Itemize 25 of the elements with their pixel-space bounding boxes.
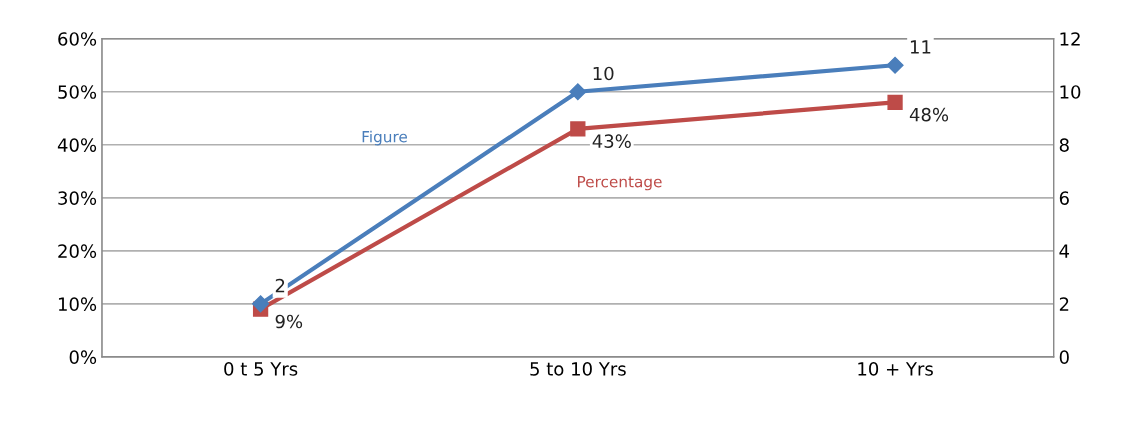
y-tick-label: 20% bbox=[58, 244, 97, 258]
data-label: 48% bbox=[909, 107, 949, 122]
y2-tick-label: 4 bbox=[1059, 244, 1070, 258]
data-label: 11 bbox=[910, 40, 931, 54]
y-tick-label: 60% bbox=[58, 32, 97, 46]
x-tick-label: 0 t 5 Yrs bbox=[224, 362, 298, 376]
y-tick-label: 30% bbox=[58, 191, 97, 205]
data-label: 43% bbox=[592, 134, 631, 148]
y2-tick-label: 6 bbox=[1059, 191, 1069, 205]
y-tick-label: 40% bbox=[57, 138, 97, 152]
y-tick-label: 50% bbox=[58, 85, 97, 99]
text: Figure bbox=[362, 130, 407, 146]
y-tick-label: 0% bbox=[69, 350, 97, 365]
y2-tick-label: 12 bbox=[1060, 32, 1080, 46]
y2-tick-label: 8 bbox=[1059, 138, 1069, 152]
y-tick-label: 10% bbox=[58, 297, 97, 311]
data-label: 2 bbox=[275, 278, 285, 293]
x-tick-label: 10 + Yrs bbox=[858, 362, 933, 376]
x-tick-label: 5 to 10 Yrs bbox=[530, 362, 626, 376]
text: Percentage bbox=[578, 176, 662, 191]
y2-tick-label: 0 bbox=[1059, 350, 1069, 365]
y2-tick-label: 10 bbox=[1060, 85, 1081, 99]
data-label: 9% bbox=[275, 314, 303, 329]
data-label: 10 bbox=[593, 66, 614, 81]
y2-tick-label: 2 bbox=[1059, 297, 1069, 311]
